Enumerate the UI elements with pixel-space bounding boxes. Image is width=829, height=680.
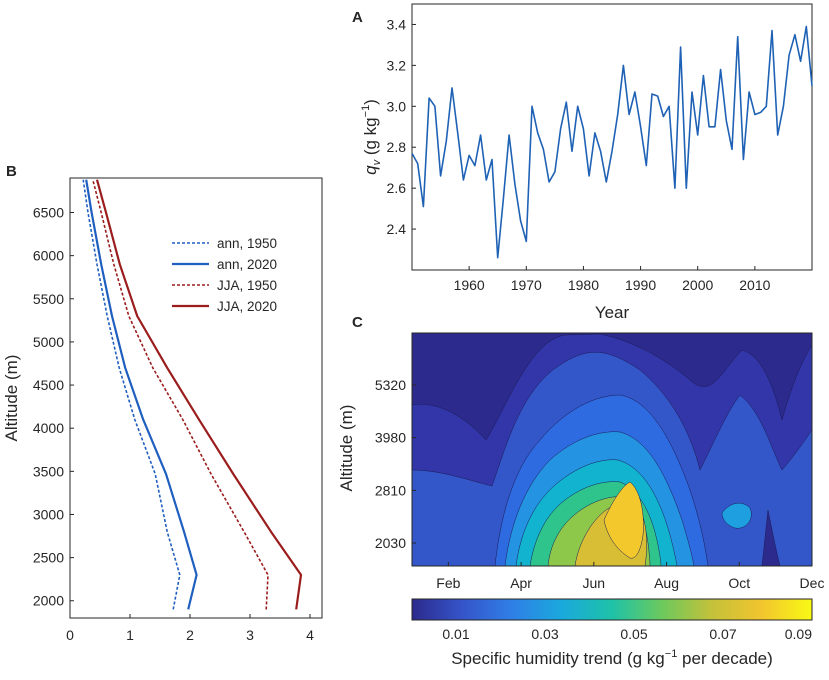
colorbar-tick-label: 0.07 <box>709 626 736 642</box>
panel-c-contours <box>412 333 812 566</box>
panel-b-legend: ann, 1950 ann, 2020 JJA, 1950 JJA, 2020 <box>172 236 277 314</box>
colorbar-label-end: per decade) <box>677 649 772 668</box>
panel-b-series-line <box>95 179 303 610</box>
panel-c-y-tick-label: 2810 <box>375 482 406 498</box>
panel-c-x-tick-label: Feb <box>436 575 460 591</box>
panel-a-y-ticks: 2.4 2.6 2.8 3.0 3.2 3.4 <box>387 16 416 237</box>
panel-c-y-tick-label: 2030 <box>375 535 406 551</box>
panel-a-x-tick-label: 2000 <box>682 277 713 293</box>
panel-b-y-ticks: 2000 2500 3000 3500 4000 4500 5000 5500 6000 6500 <box>33 205 74 609</box>
panel-b-x-tick-label: 0 <box>66 627 74 643</box>
panel-b-series-line <box>82 179 181 610</box>
legend-label: JJA, 1950 <box>217 278 277 293</box>
panel-b-x-tick-label: 2 <box>186 627 194 643</box>
panel-b-y-tick-label: 6000 <box>33 248 64 264</box>
panel-c-x-tick-label: Aug <box>654 575 679 591</box>
colorbar-tick-label: 0.05 <box>620 626 647 642</box>
panel-b-x-tick-label: 1 <box>126 627 134 643</box>
panel-a-y-tick-label: 3.4 <box>387 16 407 32</box>
colorbar-label-text: Specific humidity trend (g kg <box>451 649 665 668</box>
panel-a-y-tick-label: 3.2 <box>387 57 407 73</box>
panel-c-x-tick-label: Dec <box>800 575 825 591</box>
panel-a-letter: A <box>352 9 363 26</box>
colorbar-tick-label: 0.09 <box>785 626 812 642</box>
panel-a-y-close: ) <box>361 99 380 105</box>
panel-c-y-tick-label: 5320 <box>375 377 406 393</box>
colorbar-tick-label: 0.03 <box>531 626 558 642</box>
panel-a-x-tick-label: 1960 <box>454 277 485 293</box>
panel-a-y-tick-label: 2.8 <box>387 139 407 155</box>
panel-a-series-line <box>411 25 813 259</box>
panel-b-frame <box>69 177 323 619</box>
panel-c-x-tick-label: Apr <box>510 575 532 591</box>
contour-blob-oct <box>721 502 752 529</box>
panel-a-y-tick-label: 3.0 <box>387 98 407 114</box>
panel-a-x-tick-label: 1980 <box>568 277 599 293</box>
panel-b-y-tick-label: 2500 <box>33 550 64 566</box>
panel-a-x-tick-label: 1990 <box>625 277 656 293</box>
panel-b-y-tick-label: 2000 <box>33 593 64 609</box>
panel-b-x-tick-label: 3 <box>246 627 254 643</box>
panel-b-y-tick-label: 5500 <box>33 291 64 307</box>
colorbar-label: Specific humidity trend (g kg−1 per deca… <box>451 648 773 668</box>
panel-b-series-line <box>85 179 198 610</box>
panel-a-y-tick-label: 2.6 <box>387 180 407 196</box>
panel-c-y-label: Altitude (m) <box>337 405 356 492</box>
colorbar-label-exp: −1 <box>665 648 678 660</box>
panel-a-frame <box>411 3 813 271</box>
panel-c-x-tick-label: Jun <box>583 575 606 591</box>
panel-b-y-tick-label: 4000 <box>33 420 64 436</box>
panel-b-y-label: Altitude (m) <box>2 355 21 442</box>
panel-a-y-exp: −1 <box>360 105 372 118</box>
panel-b: B 0 1 2 3 4 2000 2500 3000 3500 4000 4500 5000 5500… <box>2 163 323 643</box>
contour-low-nov <box>761 509 781 566</box>
panel-a: A 1960 1970 1980 1990 2000 2010 2.4 2.6 2.8 3.0 3… <box>352 3 813 322</box>
panel-a-x-tick-label: 1970 <box>511 277 542 293</box>
panel-b-y-tick-label: 3500 <box>33 463 64 479</box>
panel-b-y-tick-label: 4500 <box>33 377 64 393</box>
panel-c: C Feb Apr Jun Aug Oct Dec 2030 2810 3980 5320 Al… <box>337 314 824 668</box>
panel-b-y-tick-label: 6500 <box>33 205 64 221</box>
panel-a-x-tick-label: 2010 <box>739 277 770 293</box>
colorbar-ticks: 0.01 0.03 0.05 0.07 0.09 <box>442 626 812 642</box>
panel-c-letter: C <box>352 314 363 331</box>
panel-a-y-units: (g kg <box>361 117 380 160</box>
panel-c-frame <box>411 332 813 567</box>
legend-label: ann, 2020 <box>217 257 277 272</box>
panel-c-x-ticks: Feb Apr Jun Aug Oct Dec <box>436 562 824 591</box>
panel-a-x-label: Year <box>595 303 630 322</box>
panel-c-y-tick-label: 3980 <box>375 430 406 446</box>
panel-a-y-label: qv (g kg−1) <box>360 99 383 175</box>
panel-b-x-ticks: 0 1 2 3 4 <box>66 614 314 643</box>
panel-c-x-tick-label: Oct <box>728 575 750 591</box>
panel-c-y-ticks: 2030 2810 3980 5320 <box>375 377 416 551</box>
panel-a-y-tick-label: 2.4 <box>387 221 407 237</box>
panel-a-x-ticks: 1960 1970 1980 1990 2000 2010 <box>454 266 771 293</box>
panel-b-series <box>82 179 303 610</box>
colorbar-tick-label: 0.01 <box>442 626 469 642</box>
contour-level-9 <box>603 481 644 559</box>
panel-b-series-line <box>92 179 269 610</box>
panel-b-y-tick-label: 5000 <box>33 334 64 350</box>
panel-b-x-tick-label: 4 <box>306 627 314 643</box>
panel-a-y-sub: v <box>371 158 383 165</box>
panel-b-y-tick-label: 3000 <box>33 506 64 522</box>
colorbar <box>411 598 813 621</box>
panel-a-y-symbol: q <box>361 165 380 175</box>
legend-label: JJA, 2020 <box>217 299 277 314</box>
panel-b-letter: B <box>6 163 17 180</box>
legend-label: ann, 1950 <box>217 236 277 251</box>
